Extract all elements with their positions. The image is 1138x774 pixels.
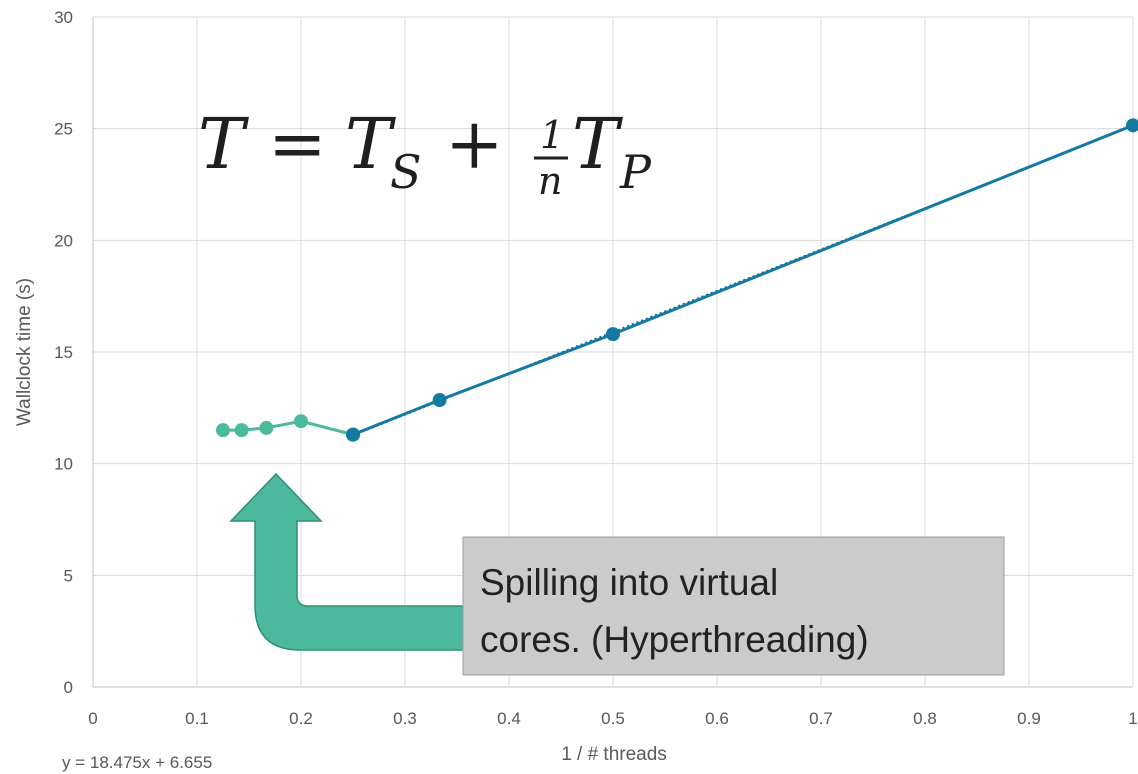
x-tick-label: 0.4 [497, 709, 521, 728]
x-axis-title: 1 / # threads [561, 744, 667, 765]
y-tick-label: 20 [54, 231, 73, 250]
callout-line-1: Spilling into virtual [480, 562, 778, 603]
y-tick-label: 10 [54, 455, 73, 474]
formula: T = T S + 1 n T P [198, 103, 652, 203]
y-tick-label: 15 [54, 343, 73, 362]
hyperthreading-arrow [229, 472, 467, 651]
series-2-point [1126, 118, 1138, 133]
callout-box: Spilling into virtual cores. (Hyperthrea… [462, 536, 1005, 676]
series-1-point [259, 420, 274, 435]
x-tick-labels: 0 0.1 0.2 0.3 0.4 0.5 0.6 0.7 0.8 0.9 1 [88, 709, 1137, 728]
formula-denominator: n [538, 159, 562, 203]
formula-p-subscript: P [619, 145, 652, 199]
series-1-point [294, 414, 308, 429]
formula-t: T [198, 103, 249, 185]
series-2-point [432, 393, 447, 408]
formula-tp: T [572, 103, 623, 185]
series-2-point [606, 327, 620, 342]
y-tick-labels: 0 5 10 15 20 25 30 [54, 8, 73, 697]
callout-line-2: cores. (Hyperthreading) [480, 619, 869, 660]
x-tick-label: 0.2 [289, 709, 313, 728]
series-2-point [346, 427, 360, 442]
y-tick-label: 25 [54, 120, 73, 139]
y-tick-label: 5 [64, 566, 73, 585]
axes [92, 17, 1133, 688]
x-tick-label: 0.5 [601, 709, 625, 728]
x-tick-label: 0.6 [705, 709, 729, 728]
x-tick-label: 0.9 [1017, 709, 1041, 728]
formula-plus: + [445, 103, 504, 185]
series-2-line [352, 123, 1134, 437]
series-1-point [234, 423, 249, 438]
x-tick-label: 0.3 [393, 709, 417, 728]
formula-equals: = [268, 103, 327, 185]
x-tick-label: 0.7 [809, 709, 833, 728]
formula-ts: T [345, 103, 396, 185]
series-1-point [216, 423, 230, 438]
y-tick-label: 30 [54, 8, 73, 27]
trendline-equation: y = 18.475x + 6.655 [62, 753, 212, 772]
x-tick-label: 0 [88, 709, 97, 728]
x-tick-label: 1 [1128, 709, 1137, 728]
x-tick-label: 0.8 [913, 709, 937, 728]
x-tick-label: 0.1 [185, 709, 209, 728]
callout-background [462, 536, 1005, 676]
y-tick-label: 0 [64, 678, 73, 697]
formula-s-subscript: S [390, 145, 422, 199]
series-layer [216, 118, 1138, 442]
formula-numerator: 1 [540, 113, 564, 157]
y-axis-title: Wallclock time (s) [14, 278, 35, 426]
